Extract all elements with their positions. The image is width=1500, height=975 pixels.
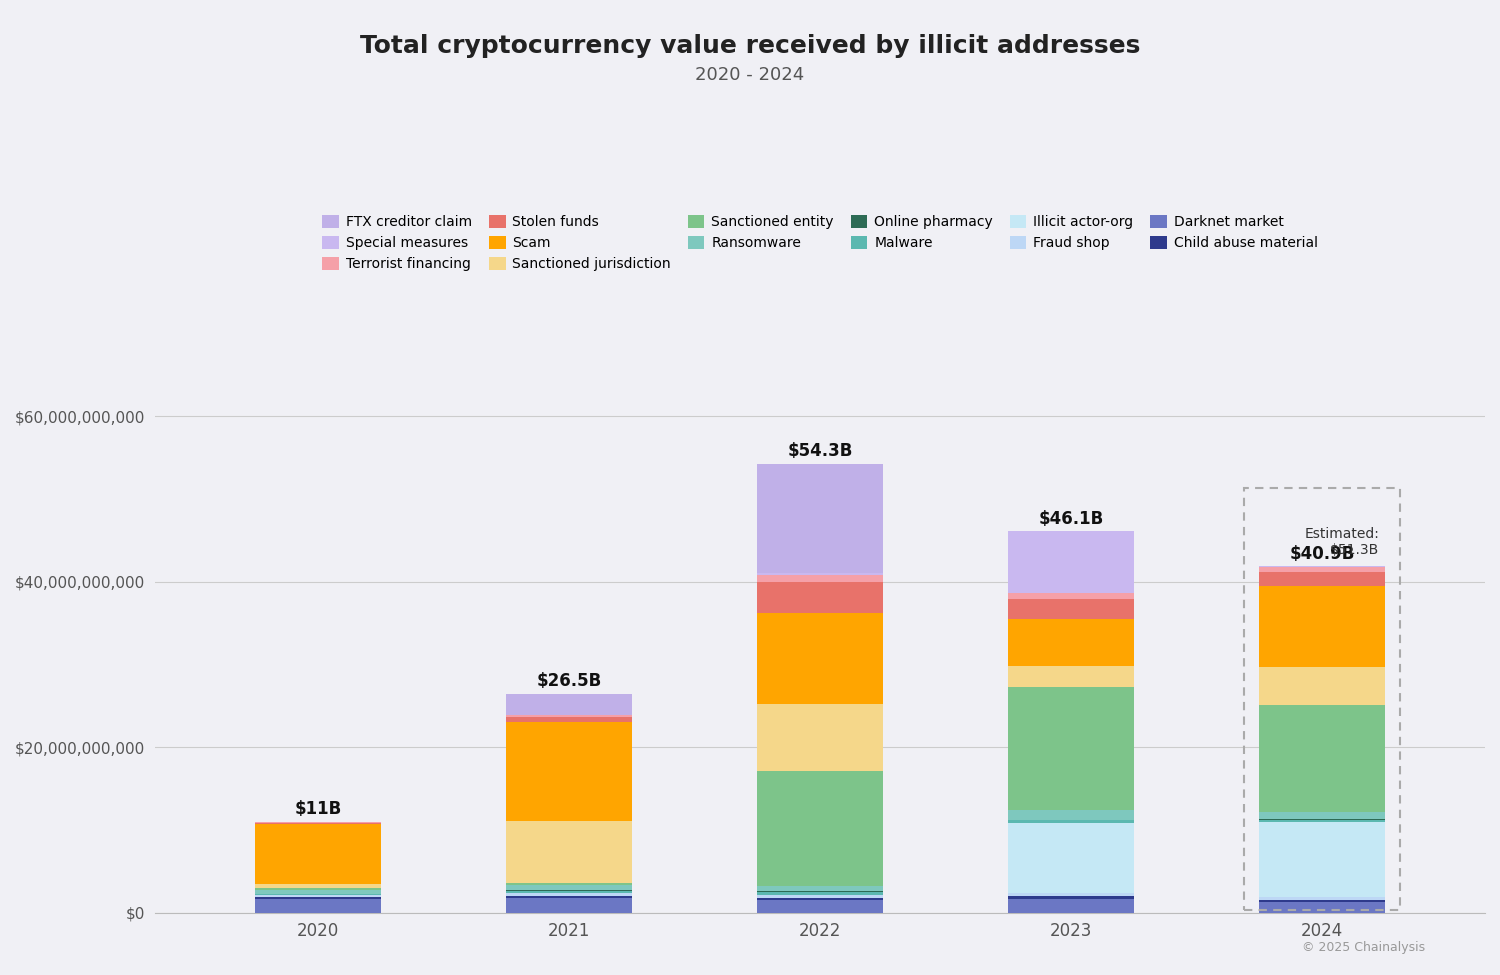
- Legend: FTX creditor claim, Special measures, Terrorist financing, Stolen funds, Scam, S: FTX creditor claim, Special measures, Te…: [316, 210, 1323, 277]
- Bar: [255, 825, 381, 884]
- Bar: [1008, 893, 1134, 896]
- Bar: [1008, 820, 1134, 823]
- Bar: [255, 884, 381, 888]
- Bar: [1008, 593, 1134, 600]
- Bar: [507, 896, 632, 898]
- Bar: [758, 582, 884, 613]
- Bar: [758, 892, 884, 895]
- Bar: [507, 893, 632, 896]
- Bar: [758, 898, 884, 900]
- Bar: [1258, 567, 1384, 571]
- Text: $40.9B: $40.9B: [1288, 545, 1354, 563]
- Bar: [507, 882, 632, 885]
- Bar: [507, 718, 632, 722]
- Text: © 2025 Chainalysis: © 2025 Chainalysis: [1302, 941, 1425, 954]
- Bar: [255, 888, 381, 890]
- Bar: [1008, 810, 1134, 820]
- Bar: [1008, 896, 1134, 899]
- Bar: [1258, 586, 1384, 668]
- Bar: [1258, 571, 1384, 586]
- Text: $26.5B: $26.5B: [537, 672, 602, 690]
- Text: $11B: $11B: [294, 800, 342, 818]
- Bar: [758, 613, 884, 705]
- Bar: [758, 895, 884, 898]
- Bar: [758, 770, 884, 886]
- Bar: [507, 885, 632, 890]
- Bar: [1008, 531, 1134, 593]
- Text: 2020 - 2024: 2020 - 2024: [696, 66, 804, 84]
- Bar: [255, 895, 381, 897]
- Text: Total cryptocurrency value received by illicit addresses: Total cryptocurrency value received by i…: [360, 34, 1140, 58]
- Bar: [507, 898, 632, 913]
- Bar: [507, 715, 632, 718]
- Bar: [758, 463, 884, 573]
- Bar: [507, 891, 632, 893]
- Bar: [1008, 823, 1134, 893]
- Bar: [758, 705, 884, 770]
- Text: $46.1B: $46.1B: [1038, 510, 1104, 528]
- Bar: [1258, 822, 1384, 897]
- Bar: [1008, 600, 1134, 618]
- Bar: [1258, 705, 1384, 812]
- Bar: [507, 821, 632, 882]
- Bar: [1258, 897, 1384, 900]
- Bar: [1008, 667, 1134, 687]
- Bar: [1008, 687, 1134, 810]
- Bar: [255, 823, 381, 825]
- Bar: [1008, 899, 1134, 913]
- Bar: [758, 900, 884, 913]
- Bar: [1258, 900, 1384, 902]
- Bar: [255, 899, 381, 913]
- Bar: [507, 693, 632, 715]
- Bar: [1258, 668, 1384, 705]
- Bar: [758, 886, 884, 891]
- Text: $54.3B: $54.3B: [788, 443, 852, 460]
- Bar: [1258, 566, 1384, 567]
- Bar: [1258, 820, 1384, 822]
- Bar: [758, 574, 884, 582]
- Bar: [1258, 902, 1384, 913]
- Bar: [255, 890, 381, 893]
- Bar: [255, 897, 381, 899]
- Text: Estimated:
$51.3B: Estimated: $51.3B: [1305, 526, 1380, 557]
- Bar: [1258, 812, 1384, 819]
- Bar: [1008, 618, 1134, 667]
- Bar: [758, 573, 884, 574]
- Bar: [255, 822, 381, 823]
- Bar: [507, 722, 632, 821]
